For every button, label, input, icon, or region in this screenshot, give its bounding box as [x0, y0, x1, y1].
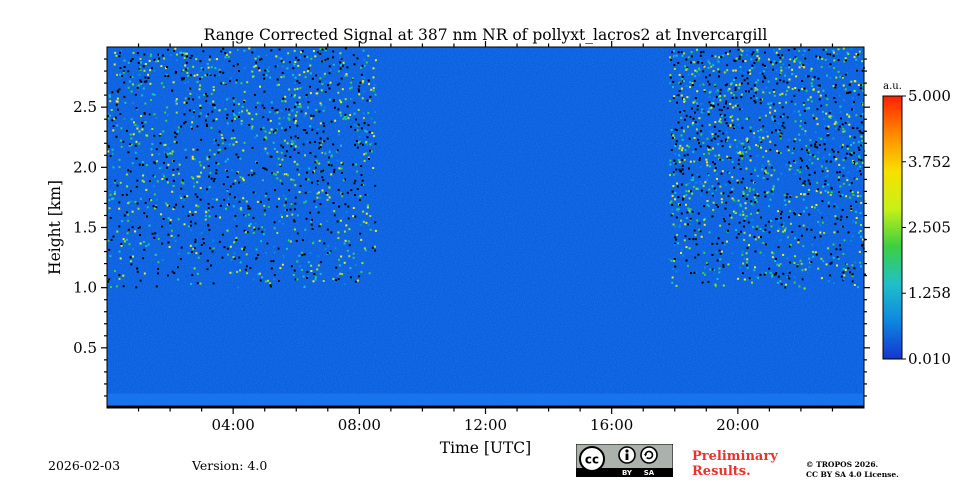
colorbar-tick-label: 0.010 — [908, 350, 951, 368]
heatmap-noisy-period-1 — [668, 47, 866, 290]
y-tick-label: 1.5 — [73, 219, 97, 237]
x-axis-label: Time [UTC] — [440, 439, 531, 457]
x-tick-label: 08:00 — [338, 416, 381, 434]
x-tick-label: 20:00 — [716, 416, 759, 434]
copyright-notice: © TROPOS 2026. CC BY SA 4.0 License. — [806, 460, 899, 480]
colorbar-tick-label: 5.000 — [908, 87, 951, 105]
colorbar-tick-label: 1.258 — [908, 284, 951, 302]
colorbar — [882, 95, 903, 360]
colorbar-tick-label: 3.752 — [908, 153, 951, 171]
by-label: BY — [622, 469, 633, 477]
footer-date: 2026-02-03 — [48, 458, 121, 473]
copyright-line-1: © TROPOS 2026. — [806, 460, 879, 469]
y-tick-label: 0.5 — [73, 339, 97, 357]
chart-title: Range Corrected Signal at 387 nm NR of p… — [203, 26, 768, 44]
preliminary-line-2: Results. — [692, 464, 751, 479]
y-tick-label: 2.0 — [73, 158, 97, 176]
cc-text: cc — [585, 453, 599, 467]
footer-version: Version: 4.0 — [192, 458, 268, 473]
sa-label: SA — [644, 469, 655, 477]
cc-license-badge: cc BY SA — [576, 444, 673, 477]
heatmap-noisy-period-0 — [107, 47, 377, 289]
colorbar-tick-label: 2.505 — [908, 219, 951, 237]
preliminary-results-label: Preliminary Results. — [692, 449, 778, 479]
heatmap-surface-band — [107, 393, 864, 408]
copyright-line-2: CC BY SA 4.0 License. — [806, 470, 899, 479]
y-tick-label: 1.0 — [73, 279, 97, 297]
y-tick-label: 2.5 — [73, 98, 97, 116]
y-axis-label: Height [km] — [46, 180, 64, 275]
heatmap-ground-line — [107, 405, 864, 408]
cc-icon — [579, 446, 605, 472]
x-tick-label: 16:00 — [590, 416, 633, 434]
x-tick-label: 04:00 — [212, 416, 255, 434]
colorbar-unit-label: a.u. — [883, 81, 902, 92]
sa-share-icon — [640, 446, 658, 464]
preliminary-line-1: Preliminary — [692, 449, 778, 464]
heatmap-texture — [107, 47, 864, 408]
x-tick-label: 12:00 — [464, 416, 507, 434]
